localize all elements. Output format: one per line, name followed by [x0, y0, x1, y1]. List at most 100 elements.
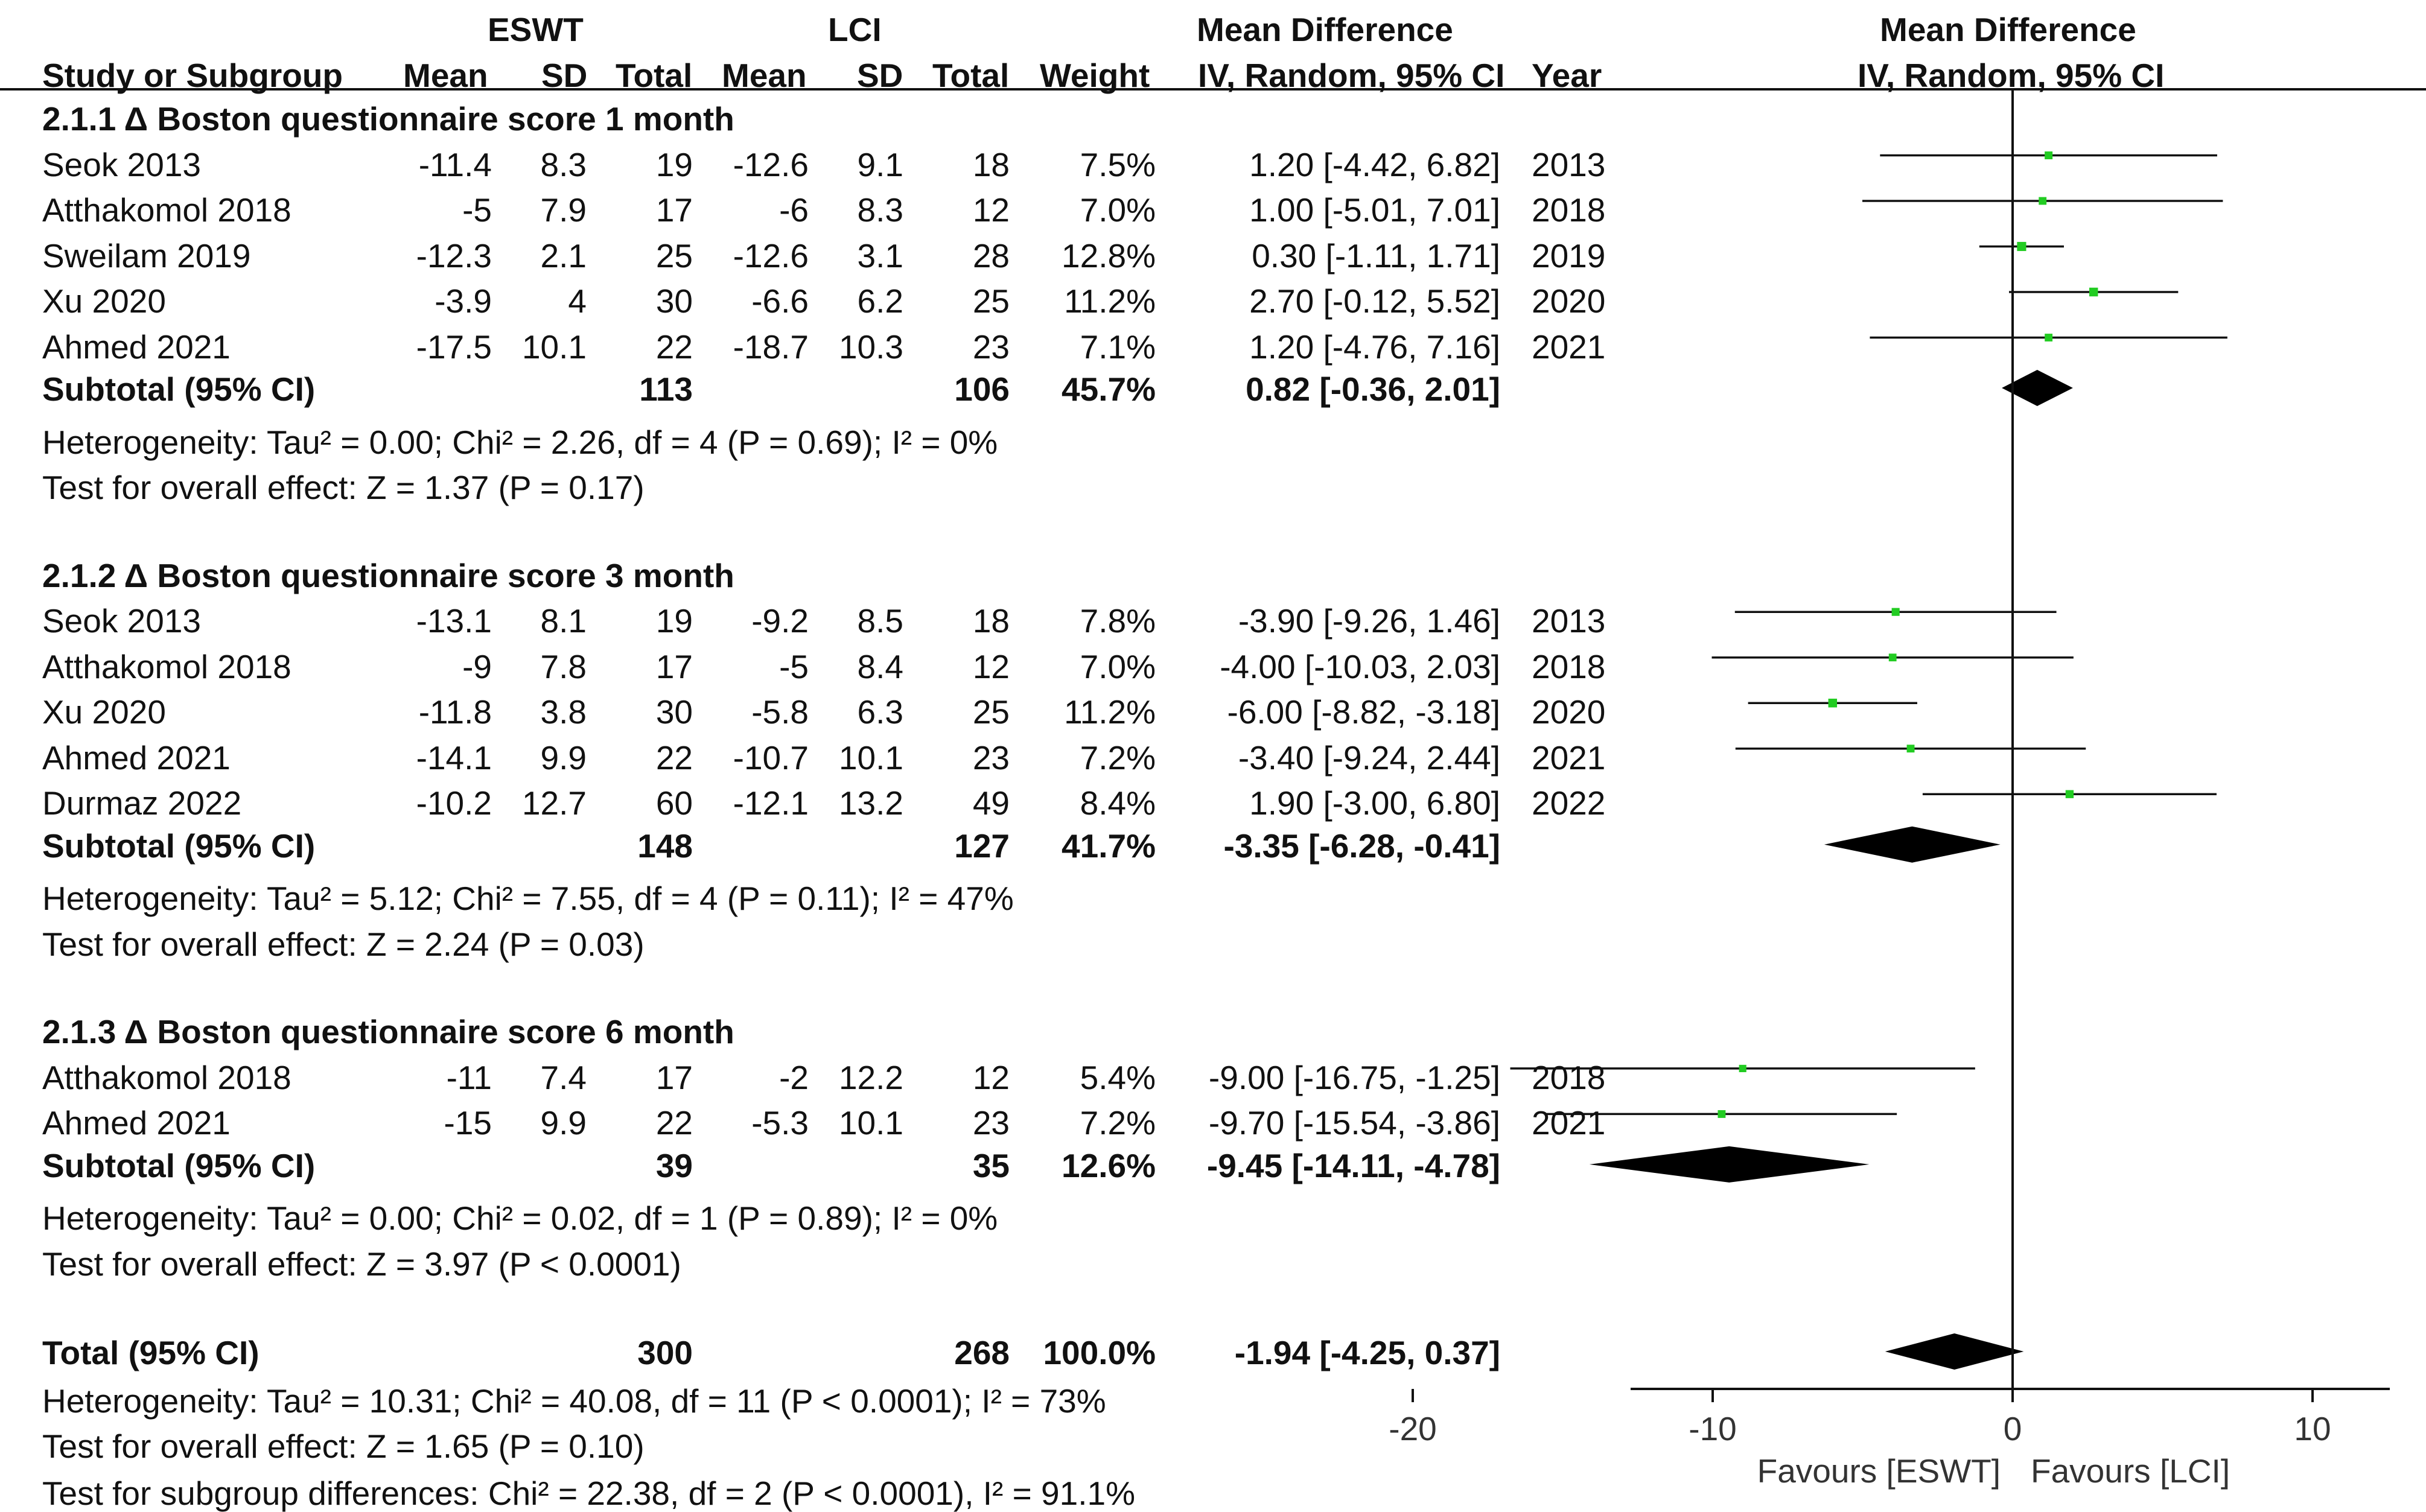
total-overall: Test for overall effect: Z = 1.65 (P = 0…	[42, 1428, 645, 1465]
study-n1: 25	[655, 237, 693, 275]
total-weight: 100.0%	[1043, 1334, 1156, 1371]
study-sd1: 2.1	[540, 237, 587, 275]
point-estimate	[2017, 241, 2026, 252]
col-year-header: Year	[1532, 57, 1602, 94]
subtotal-ci: -9.45 [-14.11, -4.78]	[1206, 1146, 1500, 1184]
subtotal-diamond	[1824, 826, 2001, 863]
study-n1: 22	[655, 1104, 693, 1142]
subtotal-label: Subtotal (95% CI)	[42, 370, 316, 408]
study-sd1: 12.7	[521, 784, 587, 822]
study-year: 2018	[1532, 191, 1606, 229]
study-weight: 5.4%	[1080, 1058, 1156, 1096]
subtotal-diamond	[2002, 370, 2073, 406]
subtotal-n1: 148	[637, 827, 693, 865]
plot-ci-header: IV, Random, 95% CI	[1858, 57, 2165, 94]
study-sd1: 7.9	[540, 191, 587, 229]
subtotal-label: Subtotal (95% CI)	[42, 1146, 316, 1184]
point-estimate	[2065, 790, 2074, 798]
study-weight: 7.2%	[1080, 739, 1156, 777]
study-name: Ahmed 2021	[42, 328, 231, 366]
study-n1: 22	[655, 739, 693, 777]
heterogeneity: Heterogeneity: Tau² = 0.00; Chi² = 0.02,…	[42, 1199, 998, 1237]
study-n2: 12	[972, 1058, 1010, 1096]
study-weight: 7.1%	[1080, 328, 1156, 366]
study-m1: -15	[444, 1104, 492, 1142]
point-estimate	[2045, 334, 2053, 341]
study-n2: 49	[972, 784, 1010, 822]
study-year: 2019	[1532, 237, 1606, 275]
study-n1: 30	[655, 282, 693, 320]
study-sd2: 10.3	[838, 328, 903, 366]
study-sd2: 10.1	[838, 739, 903, 777]
study-sd1: 9.9	[540, 739, 587, 777]
study-sd2: 8.3	[857, 191, 903, 229]
study-m2: -12.6	[733, 237, 809, 275]
study-m2: -6.6	[751, 282, 809, 320]
study-n2: 12	[972, 647, 1010, 685]
study-weight: 7.2%	[1080, 1104, 1156, 1142]
study-m1: -17.5	[416, 328, 492, 366]
study-name: Durmaz 2022	[42, 784, 242, 822]
overall-effect: Test for overall effect: Z = 2.24 (P = 0…	[42, 925, 645, 963]
study-year: 2021	[1532, 1104, 1606, 1142]
subtotal-label: Subtotal (95% CI)	[42, 827, 316, 865]
study-weight: 7.0%	[1080, 647, 1156, 685]
study-ci: -4.00 [-10.03, 2.03]	[1220, 647, 1500, 685]
col-study-header: Study or Subgroup	[42, 57, 343, 94]
study-sd1: 3.8	[540, 693, 587, 731]
study-n1: 30	[655, 693, 693, 731]
study-ci: 1.90 [-3.00, 6.80]	[1249, 784, 1500, 822]
study-ci: 1.20 [-4.42, 6.82]	[1249, 145, 1500, 183]
study-weight: 7.0%	[1080, 191, 1156, 229]
study-ci: 0.30 [-1.11, 1.71]	[1252, 237, 1500, 275]
study-sd2: 10.1	[838, 1104, 903, 1142]
study-n1: 60	[655, 784, 693, 822]
study-m2: -5.3	[751, 1104, 809, 1142]
favours-left-label: Favours [ESWT]	[1757, 1452, 2001, 1490]
study-year: 2020	[1532, 282, 1606, 320]
study-m1: -12.3	[416, 237, 492, 275]
study-m2: -6	[779, 191, 809, 229]
study-sd1: 10.1	[521, 328, 587, 366]
study-name: Atthakomol 2018	[42, 1058, 291, 1096]
study-name: Xu 2020	[42, 693, 166, 731]
subtotal-n2: 106	[954, 370, 1010, 408]
col-mean1-header: Mean	[403, 57, 488, 94]
study-m1: -3.9	[435, 282, 492, 320]
study-n1: 17	[655, 647, 693, 685]
study-n2: 12	[972, 191, 1010, 229]
col-sd2-header: SD	[857, 57, 903, 94]
point-estimate	[1718, 1110, 1726, 1118]
study-weight: 7.8%	[1080, 602, 1156, 640]
col-ci-header: IV, Random, 95% CI	[1198, 57, 1505, 94]
x-tick-label: -20	[1389, 1410, 1437, 1447]
study-ci: 1.00 [-5.01, 7.01]	[1249, 191, 1500, 229]
study-n2: 23	[972, 328, 1010, 366]
subtotal-ci: -3.35 [-6.28, -0.41]	[1223, 827, 1500, 865]
study-sd2: 8.4	[857, 647, 903, 685]
study-m2: -5	[779, 647, 809, 685]
col-total2-header: Total	[932, 57, 1010, 94]
study-n2: 18	[972, 145, 1010, 183]
point-estimate	[1828, 698, 1838, 708]
study-weight: 11.2%	[1064, 282, 1156, 320]
study-m1: -9	[462, 647, 492, 685]
favours-right-label: Favours [LCI]	[2031, 1452, 2230, 1490]
study-ci: -9.00 [-16.75, -1.25]	[1208, 1058, 1500, 1096]
total-heterogeneity: Heterogeneity: Tau² = 10.31; Chi² = 40.0…	[42, 1382, 1106, 1420]
study-sd1: 7.4	[540, 1058, 587, 1096]
point-estimate	[1891, 608, 1900, 616]
total-diamond	[1885, 1333, 2024, 1370]
study-m2: -18.7	[733, 328, 809, 366]
study-sd1: 8.1	[540, 602, 587, 640]
heterogeneity: Heterogeneity: Tau² = 5.12; Chi² = 7.55,…	[42, 880, 1014, 918]
heterogeneity: Heterogeneity: Tau² = 0.00; Chi² = 2.26,…	[42, 423, 998, 461]
study-year: 2018	[1532, 1058, 1606, 1096]
subtotal-weight: 45.7%	[1062, 370, 1156, 408]
subtotal-n2: 35	[972, 1146, 1010, 1184]
study-m1: -14.1	[416, 739, 492, 777]
study-ci: -6.00 [-8.82, -3.18]	[1227, 693, 1501, 731]
col-weight-header: Weight	[1040, 57, 1150, 94]
study-sd2: 12.2	[838, 1058, 903, 1096]
